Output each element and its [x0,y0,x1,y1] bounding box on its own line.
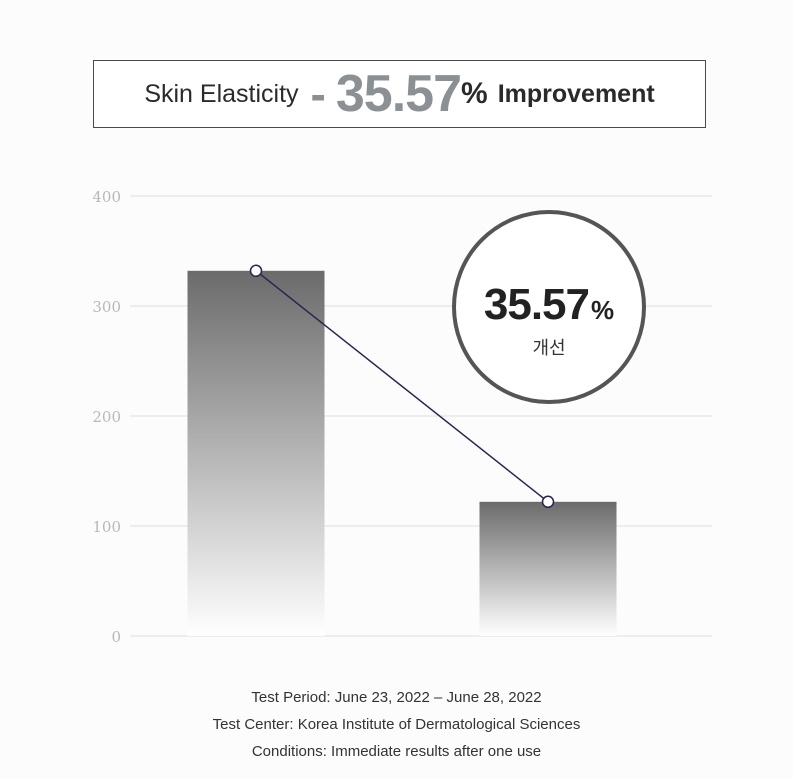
test-conditions: Conditions: Immediate results after one … [251,743,542,760]
trend-point [541,495,555,509]
bar [479,501,617,636]
test-period: Test Period: June 23, 2022 – June 28, 20… [251,689,542,706]
trend-point [249,264,263,278]
improvement-badge: 35.57% 개선 [452,210,646,404]
line-layer [249,264,555,509]
title-trail: Improvement [497,79,655,108]
test-info: Test Period: June 23, 2022 – June 28, 20… [0,684,793,765]
badge-value: 35.57 [484,280,589,329]
bar-layer [187,270,617,636]
badge-label: 개선 [532,338,565,359]
y-tick-label: 300 [92,298,121,316]
trend-line [255,270,549,503]
badge-circle [452,210,646,404]
badge-text: 35.57% [484,280,614,329]
title-value: 35.57 [335,65,462,123]
title-box: Skin Elasticity - 35.57 % Improvement [93,60,706,128]
badge-percent: % [591,295,614,325]
y-tick-label: 400 [92,188,121,206]
bar [187,270,325,636]
y-tick-label: 200 [92,408,121,426]
title-lead: Skin Elasticity [144,79,299,108]
bar-chart: 0 100 200 300 400 35.57% 개선 [92,188,712,646]
y-tick-label: 0 [111,628,121,646]
title-percent: % [461,77,488,110]
y-tick-label: 100 [92,518,121,536]
test-center: Test Center: Korea Institute of Dermatol… [212,716,581,733]
title-dash: - [310,68,326,120]
